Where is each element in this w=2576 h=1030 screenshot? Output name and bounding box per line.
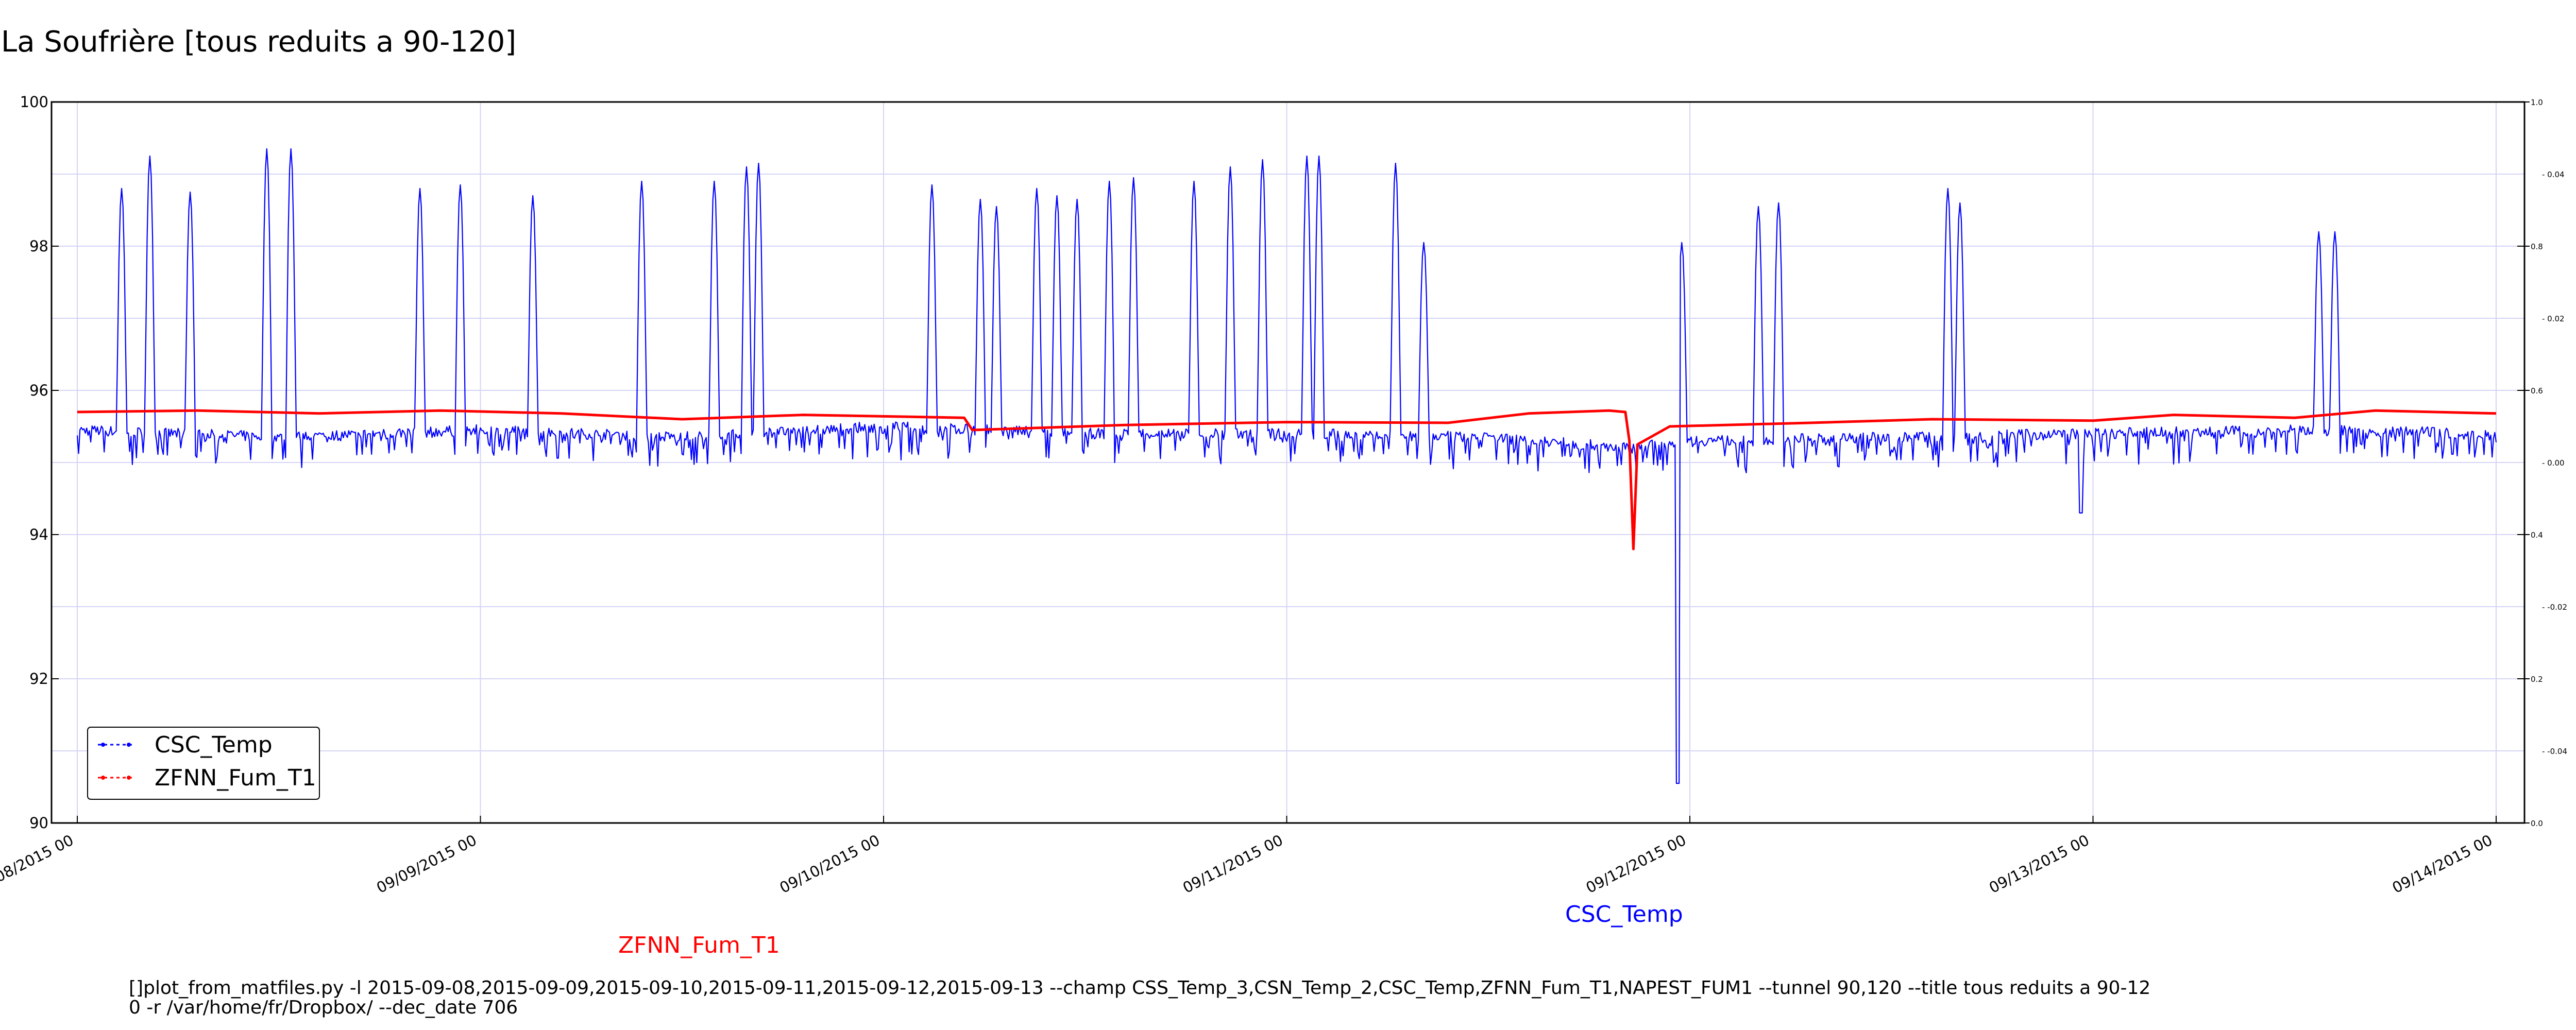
legend-label-zfnn-fum-t1: ZFNN_Fum_T1 bbox=[155, 765, 316, 791]
grid bbox=[52, 102, 2524, 823]
right-tick-label: - 0.04 bbox=[2542, 170, 2565, 179]
y-tick-label: 92 bbox=[29, 670, 48, 688]
right-tick-label: - 0.02 bbox=[2542, 314, 2565, 323]
series-line-zfnn-fum-t1 bbox=[77, 409, 2497, 551]
right-tick-label: 0.4 bbox=[2531, 530, 2543, 540]
command-line-1: []plot_from_matfiles.py -l 2015-09-08,20… bbox=[129, 977, 2150, 999]
plot-area bbox=[76, 148, 2497, 784]
right-tick-label: 0.0 bbox=[2531, 819, 2543, 828]
right-tick-label: - 0.00 bbox=[2542, 458, 2565, 468]
legend-marker-zfnn-fum-t1 bbox=[127, 776, 131, 780]
legend-marker-zfnn-fum-t1 bbox=[101, 776, 105, 780]
right-tick-label: 1.0 bbox=[2531, 98, 2543, 107]
x-tick-label: 09/08/2015 00 bbox=[0, 831, 76, 897]
y-tick-label: 96 bbox=[29, 382, 48, 399]
y-tick-label: 90 bbox=[29, 814, 48, 832]
x-tick-label: 09/13/2015 00 bbox=[1986, 831, 2092, 897]
legend: CSC_Temp ZFNN_Fum_T1 bbox=[87, 727, 320, 800]
plot-frame bbox=[50, 101, 2526, 824]
x-axis: 09/08/2015 00 09/09/2015 00 09/10/2015 00 0… bbox=[0, 816, 2497, 897]
x-tick-label: 09/11/2015 00 bbox=[1180, 831, 1285, 897]
chart-title: La Soufrière [tous reduits a 90-120] bbox=[1, 25, 516, 59]
y-tick-label: 94 bbox=[29, 526, 48, 543]
legend-marker-csc-temp bbox=[127, 743, 131, 747]
command-line-2: 0 -r /var/home/fr/Dropbox/ --dec_date 70… bbox=[129, 997, 518, 1018]
legend-label-csc-temp: CSC_Temp bbox=[155, 732, 273, 758]
y-axis: 90 92 94 96 98 100 bbox=[20, 93, 2524, 832]
secondary-label-zfnn-fum-t1: ZFNN_Fum_T1 bbox=[618, 932, 780, 958]
legend-box bbox=[87, 727, 320, 800]
x-tick-label: 09/09/2015 00 bbox=[374, 831, 479, 897]
right-tick-label: 0.8 bbox=[2531, 242, 2543, 251]
x-tick-label: 09/10/2015 00 bbox=[777, 831, 883, 897]
right-tick-label: - -0.04 bbox=[2542, 747, 2567, 756]
right-tick-label: 0.2 bbox=[2531, 675, 2543, 684]
y-tick-label: 100 bbox=[20, 93, 48, 111]
x-tick-label: 09/12/2015 00 bbox=[1583, 831, 1689, 897]
secondary-label-csc-temp: CSC_Temp bbox=[1565, 901, 1683, 928]
x-tick-label: 09/14/2015 00 bbox=[2389, 831, 2495, 897]
right-axes: 0.0 0.2 0.4 0.6 0.8 1.0 - -0.04 - -0.02 - 0.00 - … bbox=[2524, 98, 2567, 828]
series-line-csc-temp bbox=[76, 148, 2497, 784]
right-tick-label: - -0.02 bbox=[2542, 603, 2567, 612]
y-tick-label: 98 bbox=[29, 237, 48, 255]
legend-marker-csc-temp bbox=[101, 743, 105, 747]
right-tick-label: 0.6 bbox=[2531, 386, 2543, 396]
